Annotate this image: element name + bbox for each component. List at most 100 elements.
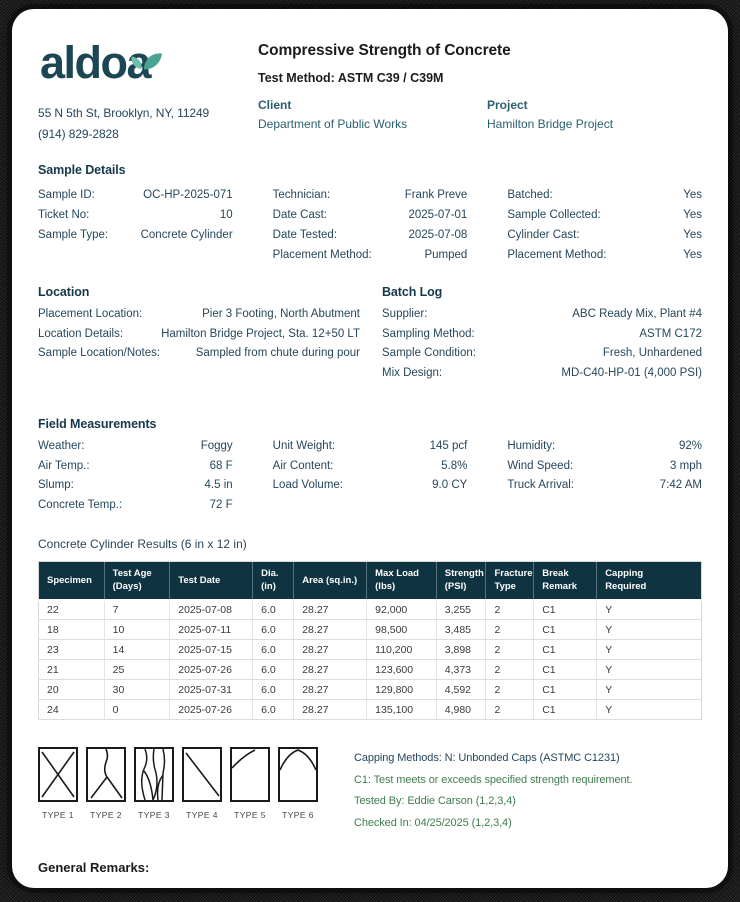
table-cell: 4,373 bbox=[436, 659, 487, 681]
column-header: Break Remark bbox=[533, 561, 598, 600]
fracture-type-label: TYPE 4 bbox=[186, 810, 218, 821]
table-row: 20 30 2025-07-31 6.0 28.27 129,800 4,592 2 C1 Y bbox=[38, 679, 702, 701]
c1-note: C1: Test meets or exceeds specified stre… bbox=[354, 773, 633, 786]
field-value: 68 F bbox=[209, 459, 233, 472]
project-value: Hamilton Bridge Project bbox=[487, 117, 614, 131]
field-value: Frank Preve bbox=[404, 189, 468, 201]
field-value: OC-HP-2025-071 bbox=[143, 189, 233, 201]
results-table-head: Specimen Test Age (Days) Test Date Dia. (in… bbox=[38, 561, 702, 600]
field-row: Placement Method: Pumped bbox=[273, 245, 468, 265]
fracture-type-5-diagram bbox=[230, 747, 270, 803]
table-cell: 2025-07-08 bbox=[169, 599, 254, 621]
field-row: Sample Collected: Yes bbox=[507, 205, 702, 225]
field-label: Load Volume: bbox=[272, 479, 343, 491]
table-cell: Y bbox=[596, 679, 702, 701]
company-address: 55 N 5th St, Brooklyn, NY, 11249 bbox=[38, 106, 210, 120]
column-header: Test Date bbox=[169, 561, 254, 600]
table-cell: 6.0 bbox=[252, 679, 295, 701]
table-cell: Y bbox=[596, 699, 702, 721]
table-cell: 123,600 bbox=[366, 659, 437, 681]
column-header: Strength (PSI) bbox=[436, 561, 487, 600]
client-block: Client Department of Public Works bbox=[258, 98, 487, 131]
column-header: Dia. (in) bbox=[252, 561, 295, 600]
client-value: Department of Public Works bbox=[258, 117, 408, 131]
table-cell: 4,592 bbox=[436, 679, 487, 701]
table-cell: 2025-07-31 bbox=[169, 679, 254, 701]
sample-details-column-3: Batched: Yes Sample Collected: Yes Cylin… bbox=[507, 185, 702, 265]
field-label: Unit Weight: bbox=[272, 440, 336, 452]
batch-log-heading: Batch Log bbox=[382, 285, 443, 299]
sample-details-grid: Sample ID: OC-HP-2025-071 Ticket No: 10 … bbox=[38, 185, 702, 265]
fracture-type-2-diagram bbox=[86, 747, 126, 803]
fracture-diagrams: TYPE 1 TYPE 2 TYPE 3 bbox=[38, 747, 318, 834]
field-value: Pumped bbox=[424, 249, 468, 261]
field-value: 2025-07-08 bbox=[408, 229, 468, 241]
field-label: Air Content: bbox=[272, 459, 334, 472]
table-cell: 6.0 bbox=[252, 699, 295, 721]
column-header: Test Age (Days) bbox=[104, 561, 171, 600]
field-measurements-section: Field Measurements Weather: Foggy Air Te… bbox=[38, 417, 702, 515]
fracture-notes-row: TYPE 1 TYPE 2 TYPE 3 bbox=[38, 747, 702, 834]
table-row: 22 7 2025-07-08 6.0 28.27 92,000 3,255 2 C1 Y bbox=[38, 599, 702, 621]
field-row: Truck Arrival: 7:42 AM bbox=[507, 476, 702, 496]
field-label: Location Details: bbox=[38, 327, 124, 340]
table-cell: C1 bbox=[533, 659, 598, 681]
table-cell: 28.27 bbox=[293, 639, 368, 661]
table-cell: 23 bbox=[38, 639, 105, 661]
column-header: Max Load (lbs) bbox=[366, 561, 437, 600]
fracture-type-3-diagram bbox=[134, 747, 174, 803]
table-cell: 6.0 bbox=[252, 619, 295, 641]
table-cell: Y bbox=[596, 639, 702, 661]
column-header: Specimen bbox=[38, 561, 105, 600]
field-label: Humidity: bbox=[507, 440, 556, 452]
field-measurements-grid: Weather: Foggy Air Temp.: 68 F Slump: 4.… bbox=[38, 437, 702, 515]
field-row: Location Details: Hamilton Bridge Projec… bbox=[38, 325, 360, 345]
field-measurements-column-3: Humidity: 92% Wind Speed: 3 mph Truck Ar… bbox=[507, 437, 702, 515]
fracture-type-5-figure: TYPE 5 bbox=[230, 747, 270, 834]
field-row: Batched: Yes bbox=[507, 185, 702, 205]
field-value: Yes bbox=[683, 189, 702, 201]
field-label: Batched: bbox=[507, 189, 553, 201]
table-cell: 0 bbox=[104, 699, 171, 721]
field-row: Mix Design: MD-C40-HP-01 (4,000 PSI) bbox=[382, 364, 702, 384]
results-table: Specimen Test Age (Days) Test Date Dia. (in… bbox=[38, 561, 702, 721]
fracture-type-label: TYPE 3 bbox=[138, 810, 170, 821]
client-label: Client bbox=[258, 98, 292, 112]
report-card: aldoa 55 N 5th St, Brooklyn, NY, 11249 (… bbox=[12, 9, 728, 888]
table-cell: 2025-07-26 bbox=[169, 659, 254, 681]
field-label: Air Temp.: bbox=[38, 459, 90, 472]
table-cell: 2 bbox=[485, 599, 535, 621]
field-row: Date Cast: 2025-07-01 bbox=[273, 205, 468, 225]
field-row: Sample Type: Concrete Cylinder bbox=[38, 225, 233, 245]
field-row: Air Content: 5.8% bbox=[273, 457, 468, 477]
field-value: 5.8% bbox=[441, 459, 468, 472]
field-label: Ticket No: bbox=[38, 209, 90, 221]
title-block: Compressive Strength of Concrete Test Me… bbox=[258, 35, 702, 141]
table-cell: 2025-07-15 bbox=[169, 639, 254, 661]
table-cell: C1 bbox=[533, 599, 598, 621]
field-label: Technician: bbox=[272, 189, 331, 201]
table-cell: 22 bbox=[38, 599, 105, 621]
table-cell: Y bbox=[596, 599, 702, 621]
table-cell: 98,500 bbox=[366, 619, 437, 641]
field-value: Fresh, Unhardened bbox=[602, 347, 702, 359]
table-cell: 28.27 bbox=[293, 599, 368, 621]
location-rows: Placement Location: Pier 3 Footing, Nort… bbox=[38, 305, 360, 364]
location-batch-row: Location Placement Location: Pier 3 Foot… bbox=[38, 285, 702, 383]
field-label: Sample Collected: bbox=[507, 209, 601, 221]
report-title: Compressive Strength of Concrete bbox=[258, 42, 511, 59]
table-cell: 20 bbox=[38, 679, 105, 701]
leaf-icon bbox=[128, 28, 164, 84]
table-cell: C1 bbox=[533, 679, 598, 701]
field-value: 9.0 CY bbox=[432, 479, 468, 491]
table-cell: 24 bbox=[38, 699, 105, 721]
results-table-head-row: Specimen Test Age (Days) Test Date Dia. (in… bbox=[38, 561, 702, 600]
field-row: Concrete Temp.: 72 F bbox=[38, 496, 233, 516]
field-label: Date Tested: bbox=[272, 229, 338, 241]
table-cell: 28.27 bbox=[293, 679, 368, 701]
field-row: Wind Speed: 3 mph bbox=[507, 457, 702, 477]
field-value: 92% bbox=[678, 440, 702, 452]
field-value: Yes bbox=[683, 229, 702, 241]
field-measurements-heading: Field Measurements bbox=[38, 417, 157, 431]
table-cell: 28.27 bbox=[293, 659, 368, 681]
